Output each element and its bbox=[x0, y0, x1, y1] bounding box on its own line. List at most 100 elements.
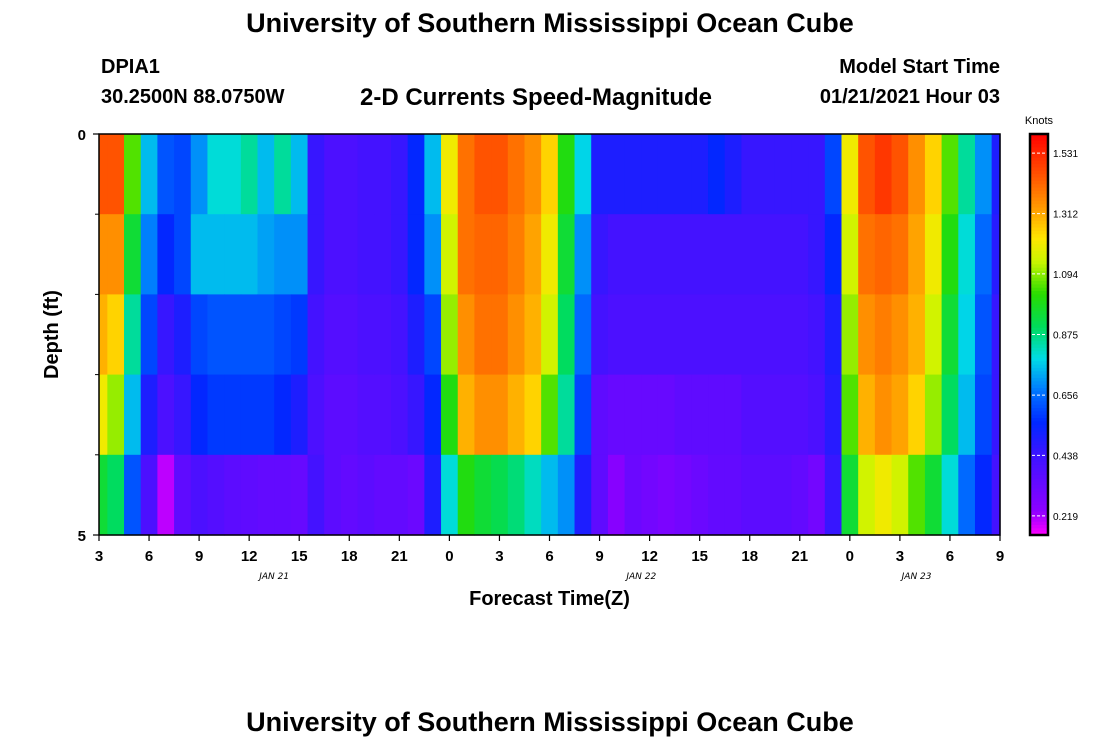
heatmap-cell bbox=[924, 214, 943, 295]
colorbar-segment bbox=[1030, 498, 1048, 503]
heatmap-cell bbox=[991, 134, 1001, 215]
colorbar-segment bbox=[1030, 364, 1048, 369]
heatmap-cell bbox=[107, 134, 125, 215]
heatmap-cell bbox=[541, 374, 559, 456]
heatmap-cell bbox=[958, 374, 976, 456]
colorbar-segment bbox=[1030, 167, 1048, 172]
heatmap-cell bbox=[924, 294, 943, 376]
date-label: JAN 21 bbox=[257, 572, 289, 582]
colorbar-segment bbox=[1030, 351, 1048, 356]
heatmap-cell bbox=[991, 374, 1001, 456]
colorbar-segment bbox=[1030, 478, 1048, 483]
colorbar-tick-label: 0.875 bbox=[1053, 331, 1078, 342]
colorbar-segment bbox=[1030, 294, 1048, 299]
colorbar-segment bbox=[1030, 371, 1048, 376]
heatmap-cell bbox=[607, 294, 626, 376]
heatmap-cell bbox=[190, 214, 209, 295]
heatmap-cell bbox=[340, 214, 359, 295]
colorbar-segment bbox=[1030, 491, 1048, 496]
heatmap-cell bbox=[390, 374, 409, 456]
x-tick-label: 12 bbox=[641, 548, 658, 565]
x-tick-label: 9 bbox=[195, 548, 203, 565]
colorbar-segment bbox=[1030, 367, 1048, 372]
colorbar-segment bbox=[1030, 287, 1048, 292]
colorbar-segment bbox=[1030, 291, 1048, 295]
colorbar-segment bbox=[1030, 354, 1048, 359]
heatmap-cell bbox=[124, 374, 142, 456]
heatmap-cell bbox=[240, 134, 259, 215]
date-label: JAN 22 bbox=[624, 572, 656, 582]
colorbar-segment bbox=[1030, 187, 1048, 192]
colorbar-segment bbox=[1030, 481, 1048, 486]
colorbar-segment bbox=[1030, 504, 1048, 509]
heatmap-cell bbox=[124, 214, 142, 295]
heatmap-cell bbox=[724, 294, 742, 376]
heatmap-cell bbox=[107, 214, 125, 295]
heatmap-cell bbox=[491, 134, 509, 215]
colorbar-segment bbox=[1030, 177, 1048, 182]
heatmap-cell bbox=[524, 294, 542, 376]
heatmap-cell bbox=[491, 454, 509, 536]
colorbar-segment bbox=[1030, 281, 1048, 285]
colorbar-segment bbox=[1030, 144, 1048, 148]
heatmap-cell bbox=[841, 454, 859, 536]
colorbar-segment bbox=[1030, 227, 1048, 232]
heatmap-cell bbox=[324, 374, 342, 456]
x-tick-label: 9 bbox=[996, 548, 1004, 565]
heatmap-cell bbox=[924, 374, 943, 456]
heatmap-cell bbox=[307, 294, 325, 376]
colorbar: 0.219 0.438 0.656 0.875 1.094 1.312 1.531 bbox=[1028, 132, 1078, 537]
colorbar-segment bbox=[1030, 164, 1048, 169]
x-tick-label: 6 bbox=[545, 548, 553, 565]
heatmap-cell bbox=[641, 294, 659, 376]
colorbar-tick-label: 0.438 bbox=[1053, 451, 1078, 462]
heatmap-cell bbox=[274, 214, 292, 295]
colorbar-segment bbox=[1030, 528, 1048, 533]
colorbar-segment bbox=[1030, 357, 1048, 362]
x-tick-label: 3 bbox=[495, 548, 503, 565]
colorbar-segment bbox=[1030, 184, 1048, 189]
heatmap-cell bbox=[541, 134, 559, 215]
heatmap-cell bbox=[474, 294, 492, 376]
colorbar-segment bbox=[1030, 230, 1048, 235]
heatmap-cell bbox=[557, 294, 576, 376]
heatmap-cell bbox=[791, 454, 809, 536]
colorbar-segment bbox=[1030, 307, 1048, 312]
heatmap-cell bbox=[991, 214, 1001, 295]
model-start-value: 01/21/2021 Hour 03 bbox=[819, 86, 1000, 108]
heatmap-cell bbox=[824, 294, 843, 376]
colorbar-segment bbox=[1030, 484, 1048, 489]
heatmap-cell bbox=[774, 454, 793, 536]
colorbar-segment bbox=[1030, 524, 1048, 529]
heatmap-cell bbox=[190, 454, 209, 536]
colorbar-segment bbox=[1030, 244, 1048, 249]
heatmap-cell bbox=[924, 134, 943, 215]
heatmap-cell bbox=[708, 294, 726, 376]
heatmap-cell bbox=[691, 214, 709, 295]
heatmap-cell bbox=[124, 134, 142, 215]
heatmap-cell bbox=[791, 374, 809, 456]
x-tick-label: 15 bbox=[291, 548, 308, 565]
colorbar-segment bbox=[1030, 267, 1048, 272]
heatmap-cell bbox=[190, 374, 209, 456]
heatmap-cell bbox=[374, 214, 392, 295]
heatmap-cell bbox=[374, 134, 392, 215]
heatmap-cell bbox=[874, 374, 893, 456]
heatmap-cell bbox=[541, 214, 559, 295]
heatmap-cell bbox=[424, 454, 442, 536]
colorbar-segment bbox=[1030, 337, 1048, 342]
colorbar-segment bbox=[1030, 468, 1048, 473]
colorbar-segment bbox=[1030, 314, 1048, 319]
heatmap-cell bbox=[841, 374, 859, 456]
heatmap-cell bbox=[574, 214, 592, 295]
x-tick-label: 3 bbox=[95, 548, 103, 565]
heatmap-cell bbox=[424, 294, 442, 376]
heatmap-cell bbox=[941, 294, 959, 376]
heatmap-cell bbox=[557, 214, 576, 295]
heatmap-cell bbox=[874, 294, 893, 376]
heatmap-cell bbox=[758, 294, 776, 376]
heatmap-cell bbox=[574, 454, 592, 536]
x-axis: 3 6 9 12 15 18 21 0 3 6 9 12 15 18 21 0 3 6 9 JAN 21 JAN 22 J… bbox=[95, 535, 1004, 582]
heatmap-cell bbox=[941, 454, 959, 536]
